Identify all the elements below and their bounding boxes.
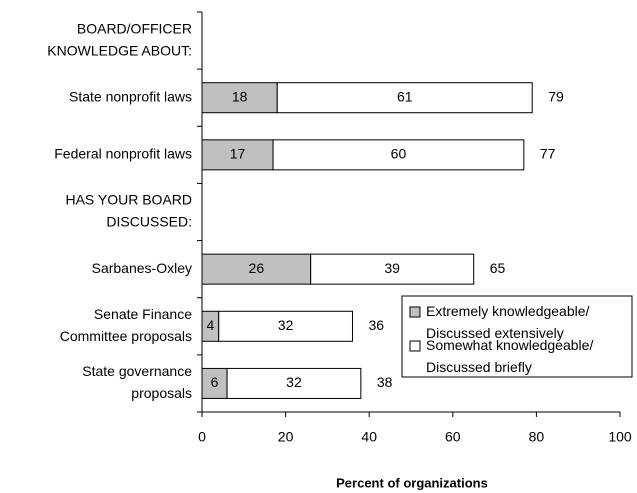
bar-segment — [201, 253, 312, 285]
y-tick-label: State governance — [82, 363, 192, 379]
bar-label: 60 — [391, 146, 407, 162]
bar-label: 61 — [397, 88, 413, 104]
x-tick-label: 60 — [445, 429, 461, 445]
total-label: 36 — [368, 317, 384, 333]
total-label: 38 — [377, 374, 393, 390]
y-tick-label: Committee proposals — [60, 328, 192, 344]
total-label: 65 — [490, 260, 506, 276]
bar-label: 32 — [286, 374, 302, 390]
legend-label: Extremely knowledgeable/Discussed extens… — [426, 303, 590, 341]
x-tick-label: 0 — [198, 429, 206, 445]
bar-segment — [310, 253, 475, 285]
bar-segment — [276, 82, 533, 114]
legend-label: Somewhat knowledgeable/Discussed briefly — [426, 337, 593, 375]
y-tick-label: KNOWLEDGE ABOUT: — [47, 42, 192, 58]
x-tick-label: 100 — [608, 429, 632, 445]
bar-label: 6 — [211, 374, 219, 390]
y-tick-label: DISCUSSED: — [106, 214, 192, 230]
y-tick-label: HAS YOUR BOARD — [65, 192, 192, 208]
bar-segment — [226, 367, 362, 399]
y-tick-label: proposals — [131, 385, 192, 401]
bar-segment — [272, 139, 525, 171]
y-tick-label: BOARD/OFFICER — [77, 20, 192, 36]
bar-label: 26 — [249, 260, 265, 276]
bar-label: 17 — [230, 146, 246, 162]
x-tick-label: 40 — [361, 429, 377, 445]
total-label: 79 — [548, 88, 564, 104]
bar-segment — [201, 367, 228, 399]
bar-label: 39 — [384, 260, 400, 276]
bar-label: 32 — [278, 317, 294, 333]
x-tick-label: 80 — [529, 429, 545, 445]
bar-segment — [201, 82, 278, 114]
total-label: 77 — [540, 146, 556, 162]
legend-swatch — [409, 306, 421, 318]
bar-label: 18 — [232, 88, 248, 104]
bar-segment — [201, 139, 274, 171]
legend-swatch — [409, 340, 421, 352]
bar-segment — [218, 310, 353, 342]
y-tick-label: Federal nonprofit laws — [54, 146, 192, 162]
legend-box — [401, 295, 633, 378]
y-tick-label: State nonprofit laws — [69, 88, 192, 104]
bar-label: 4 — [206, 317, 214, 333]
x-tick-label: 20 — [278, 429, 294, 445]
y-tick-label: Sarbanes-Oxley — [92, 260, 192, 276]
x-axis-label: Percent of organizations — [336, 475, 488, 490]
y-tick-label: Senate Finance — [94, 306, 192, 322]
